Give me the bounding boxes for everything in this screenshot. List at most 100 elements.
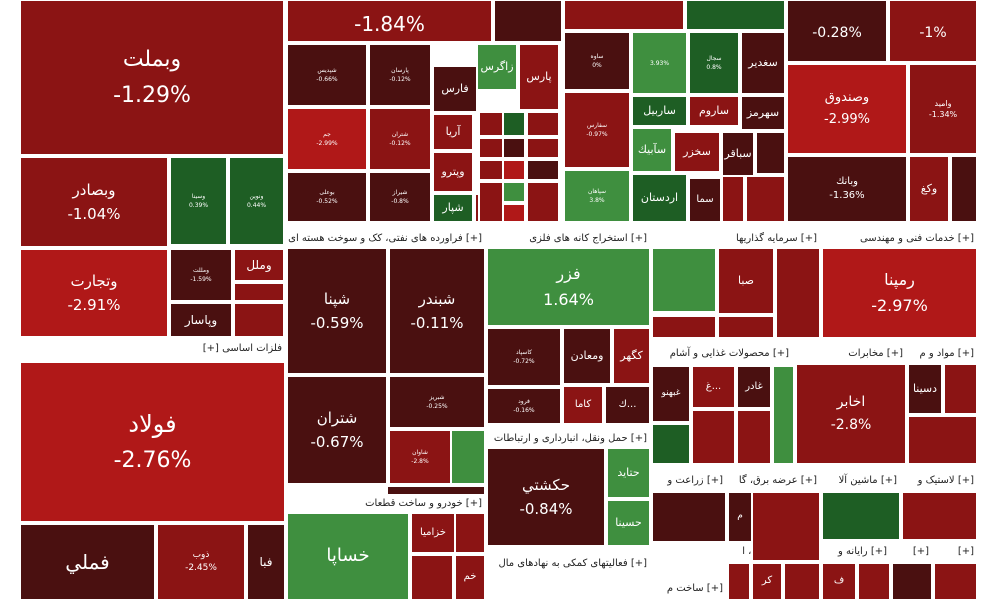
stock-tile-65[interactable]: حكشتي -0.84%: [487, 448, 605, 546]
stock-tile-6[interactable]: وسینا 0.39%: [170, 157, 227, 245]
stock-tile-22[interactable]: شتران -0.12%: [369, 108, 431, 170]
minor-stock-cell[interactable]: [411, 555, 453, 600]
stock-tile-26[interactable]: وپترو: [433, 152, 473, 192]
stock-tile-9[interactable]: ومللت -1.59%: [170, 249, 232, 301]
minor-stock-cell[interactable]: [652, 492, 726, 542]
stock-tile-43[interactable]: واميد -1.34%: [909, 64, 977, 154]
sector-header-11[interactable]: [+] فعالیتهای کمکی به نهادهای مال: [487, 555, 650, 573]
minor-stock-cell[interactable]: [951, 156, 977, 222]
sector-header-5[interactable]: [+] خدمات فنی و مهندسی: [822, 230, 977, 248]
stock-tile-27[interactable]: شپار: [433, 194, 473, 222]
sector-header-1[interactable]: فلزات اساسی [+]: [20, 340, 285, 360]
sector-header-17[interactable]: [+] رایانه و: [822, 543, 890, 561]
minor-stock-cell[interactable]: [527, 182, 559, 222]
minor-stock-cell[interactable]: [455, 513, 485, 553]
minor-stock-cell[interactable]: [822, 492, 900, 540]
minor-stock-cell[interactable]: [234, 283, 284, 301]
stock-tile-55[interactable]: فرود -0.16%: [487, 388, 561, 424]
stock-tile-53[interactable]: ومعادن: [563, 328, 611, 384]
sector-header-19[interactable]: [+]: [934, 543, 977, 561]
stock-tile-54[interactable]: كگهر: [613, 328, 650, 384]
minor-stock-cell[interactable]: [944, 364, 977, 414]
sector-header-8[interactable]: [+] مواد و م: [908, 345, 977, 363]
stock-tile-66[interactable]: حتايد: [607, 448, 650, 498]
minor-stock-cell[interactable]: [934, 563, 977, 600]
stock-tile-39[interactable]: سباقر: [722, 132, 754, 176]
stock-tile-59[interactable]: رمپنا -2.97%: [822, 248, 977, 338]
stock-tile-7[interactable]: ونوین 0.44%: [229, 157, 284, 245]
minor-stock-cell[interactable]: [858, 563, 890, 600]
minor-stock-cell[interactable]: [527, 138, 559, 158]
stock-tile-14[interactable]: ذوب -2.45%: [157, 524, 245, 600]
stock-tile-28[interactable]: ساوه 0%: [564, 32, 630, 90]
stock-tile-19[interactable]: زاگرس: [477, 44, 517, 90]
stock-tile-49[interactable]: شبریز -0.25%: [389, 376, 485, 428]
minor-stock-cell[interactable]: [752, 492, 820, 561]
sector-header-3[interactable]: [+] استخراج کانه های فلزی: [487, 230, 650, 248]
stock-tile-11[interactable]: وپاسار: [170, 303, 232, 337]
stock-tile-48[interactable]: شتران -0.67%: [287, 376, 387, 484]
minor-stock-cell[interactable]: [746, 176, 785, 222]
minor-stock-cell[interactable]: [503, 160, 525, 180]
stock-tile-17[interactable]: پارسان -0.12%: [369, 44, 431, 106]
stock-tile-4[interactable]: -1%: [889, 0, 977, 62]
sector-header-12[interactable]: [+] زراعت و: [652, 472, 726, 490]
minor-stock-cell[interactable]: [527, 160, 559, 180]
stock-tile-69[interactable]: خزاميا: [411, 513, 455, 553]
stock-tile-45[interactable]: وكغ: [909, 156, 949, 222]
minor-stock-cell[interactable]: [503, 204, 525, 222]
minor-stock-cell[interactable]: [728, 563, 750, 600]
minor-stock-cell[interactable]: [692, 410, 735, 464]
minor-stock-cell[interactable]: [902, 492, 977, 540]
stock-tile-1[interactable]: وبملت -1.29%: [20, 0, 284, 155]
minor-stock-cell[interactable]: [479, 182, 503, 222]
sector-header-4[interactable]: [+] سرمایه گذاریها: [652, 230, 820, 248]
stock-tile-70[interactable]: خم: [455, 555, 485, 600]
stock-tile-72[interactable]: كر: [752, 563, 782, 600]
stock-tile-47[interactable]: شبندر -0.11%: [389, 248, 485, 374]
stock-tile-25[interactable]: شیراز -0.8%: [369, 172, 431, 222]
stock-tile-3[interactable]: -0.28%: [787, 0, 887, 62]
stock-tile-60[interactable]: غبهنو: [652, 366, 690, 422]
minor-stock-cell[interactable]: [784, 563, 820, 600]
stock-tile-5[interactable]: وبصادر -1.04%: [20, 157, 168, 247]
stock-tile-38[interactable]: سخزر: [674, 132, 720, 172]
sector-header-10[interactable]: [+] خودرو و ساخت قطعات: [287, 495, 485, 513]
stock-tile-71[interactable]: م: [728, 492, 752, 542]
stock-tile-33[interactable]: ساربيل: [632, 96, 687, 126]
sector-header-13[interactable]: [+] عرضه برق، گا: [728, 472, 820, 490]
sector-header-7[interactable]: [+] مخابرات: [794, 345, 906, 363]
stock-tile-64[interactable]: دسينا: [908, 364, 942, 414]
stock-tile-31[interactable]: سغدير: [741, 32, 785, 94]
stock-tile-32[interactable]: سفارس -0.97%: [564, 92, 630, 168]
stock-tile-24[interactable]: بوعلی -0.52%: [287, 172, 367, 222]
minor-stock-cell[interactable]: [503, 138, 525, 158]
sector-header-18[interactable]: [+]: [892, 543, 932, 561]
stock-tile-18[interactable]: فارس: [433, 66, 477, 112]
minor-stock-cell[interactable]: [527, 112, 559, 136]
minor-stock-cell[interactable]: [776, 248, 820, 338]
stock-tile-44[interactable]: وبانك -1.36%: [787, 156, 907, 222]
minor-stock-cell[interactable]: [451, 430, 485, 484]
sector-header-15[interactable]: [+] لاستیک و: [902, 472, 977, 490]
stock-tile-8[interactable]: وتجارت -2.91%: [20, 249, 168, 337]
minor-stock-cell[interactable]: [503, 112, 525, 136]
stock-tile-42[interactable]: وصندوق -2.99%: [787, 64, 907, 154]
stock-tile-62[interactable]: غ...: [692, 366, 735, 408]
stock-tile-21[interactable]: جم -2.99%: [287, 108, 367, 170]
minor-stock-cell[interactable]: [773, 366, 794, 464]
stock-tile-16[interactable]: شپدیس -0.66%: [287, 44, 367, 106]
stock-tile-40[interactable]: اردستان: [632, 174, 687, 222]
stock-tile-46[interactable]: شپنا -0.59%: [287, 248, 387, 374]
stock-tile-63[interactable]: اخابر -2.8%: [796, 364, 906, 464]
minor-stock-cell[interactable]: [234, 303, 284, 337]
stock-tile-20[interactable]: پارس: [519, 44, 559, 110]
stock-tile-35[interactable]: سهرمز: [741, 96, 785, 130]
minor-stock-cell[interactable]: [387, 486, 485, 495]
minor-stock-cell[interactable]: [652, 316, 716, 338]
sector-header-2[interactable]: [+] فراورده های نفتی، کک و سوخت هسته ای: [287, 230, 485, 248]
sector-header-9[interactable]: [+] حمل ونقل، انبارداری و ارتباطات: [487, 430, 650, 448]
stock-tile-12[interactable]: فولاد -2.76%: [20, 362, 285, 522]
stock-tile-67[interactable]: حسينا: [607, 500, 650, 546]
stock-tile-50[interactable]: شاوان -2.8%: [389, 430, 451, 484]
